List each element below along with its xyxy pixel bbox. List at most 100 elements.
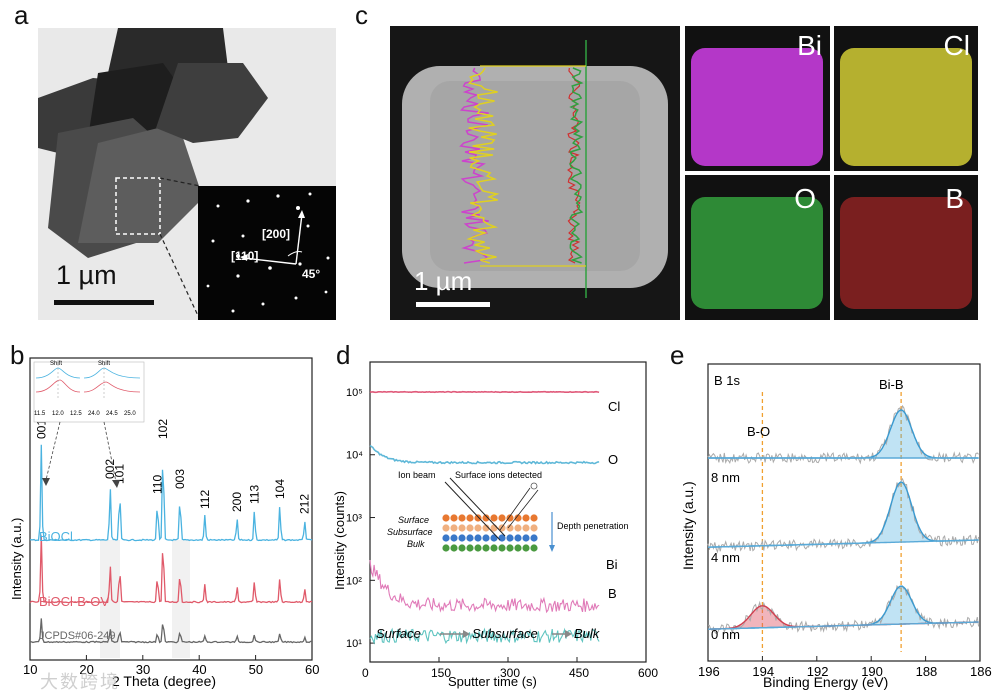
haadf-image: 1 µm <box>390 26 680 320</box>
schematic-atom <box>474 534 482 542</box>
schematic-atom <box>514 534 522 542</box>
watermark: 大数跨境 <box>40 672 120 692</box>
d-xtick-label: 600 <box>638 666 658 680</box>
xrd-ylabel: Intensity (a.u.) <box>9 518 24 600</box>
xrd-peak-label: 113 <box>247 485 261 504</box>
xps-baseline <box>708 539 979 548</box>
caption-surface: Surface <box>376 626 421 641</box>
eds-map-b: B <box>834 175 978 320</box>
schematic-atom <box>522 544 530 552</box>
d-series-line <box>369 444 600 465</box>
schematic-atom <box>474 524 482 532</box>
panel-label-a: a <box>14 0 29 30</box>
xrd-peak-label: 002 <box>103 459 117 479</box>
eds-map-bi-fill <box>691 48 823 166</box>
xps-ylabel: Intensity (a.u.) <box>680 481 696 570</box>
xrd-peak-label: 001 <box>34 419 48 439</box>
schematic-atom <box>514 514 522 522</box>
eds-map-o: O <box>685 175 830 320</box>
eds-map-b-label: B <box>945 183 964 214</box>
schematic-atom <box>474 544 482 552</box>
xps-chart: 196 194 192 190 188 186 B 1s Intensity (a.u.)… <box>680 363 992 690</box>
xrd-peak-label: 102 <box>156 419 170 439</box>
schematic-depth: Depth penetration <box>557 521 629 531</box>
saed-inset: [200] [110] 45° <box>198 186 336 320</box>
xps-bib-fill <box>708 482 979 548</box>
sputter-chart: 0 150 300 450 600 10¹ 10² 10³ 10⁴ 10⁵ Intensity (… <box>332 361 658 689</box>
panel-label-c: c <box>355 0 368 30</box>
inset-tick-2: 12.5 <box>70 411 82 417</box>
schematic-atom <box>530 514 538 522</box>
schematic-atom <box>466 514 474 522</box>
schematic-atom <box>458 534 466 542</box>
eds-map-cl: Cl <box>834 26 978 171</box>
xrd-series-label-biocl: BiOCl <box>39 529 73 544</box>
d-ytick-label: 10² <box>346 575 362 587</box>
schematic-atom <box>506 524 514 532</box>
panel-label-d: d <box>336 340 351 370</box>
saed-label-110: [110] <box>231 249 258 263</box>
xrd-peak-label: 112 <box>198 490 212 509</box>
schematic-atom <box>442 524 450 532</box>
schematic-atom <box>466 544 474 552</box>
d-xtick-label: 450 <box>569 666 589 680</box>
d-series-line <box>369 560 600 614</box>
schematic-atom <box>458 524 466 532</box>
xps-depth-4nm: 4 nm <box>711 550 740 565</box>
schematic-atom <box>466 524 474 532</box>
scale-bar-a <box>54 300 154 305</box>
schematic-atom <box>482 514 490 522</box>
inset-shift-2: Shift <box>98 361 110 367</box>
xrd-peak-label: 003 <box>173 469 187 489</box>
d-series-label-bi: Bi <box>606 557 618 572</box>
xrd-series-line <box>29 535 313 604</box>
xps-depth-0nm: 0 nm <box>711 627 740 642</box>
saed-pattern: [200] [110] 45° <box>206 192 330 313</box>
inset-shift-1: Shift <box>50 361 62 367</box>
tem-image: [200] [110] 45° 1 µm <box>38 28 336 320</box>
caption-subsurface: Subsurface <box>472 626 538 641</box>
d-xtick-label: 300 <box>500 666 520 680</box>
schematic-atom <box>522 514 530 522</box>
panel-label-b: b <box>10 340 25 370</box>
xrd-tick-label: 60 <box>305 662 319 677</box>
schematic-atom <box>482 524 490 532</box>
d-series-label-b: B <box>608 586 617 601</box>
xps-tick-label: 192 <box>807 664 829 679</box>
schematic-atom <box>498 544 506 552</box>
schematic-atom <box>466 534 474 542</box>
schematic-atom <box>506 544 514 552</box>
schematic-atom <box>442 514 450 522</box>
schematic-atom <box>522 534 530 542</box>
schematic-ion-beam: Ion beam <box>398 470 436 480</box>
scale-bar-label-a: 1 µm <box>56 260 117 290</box>
xps-peak-label-bib: Bi-B <box>879 377 904 392</box>
d-series-line <box>369 390 600 394</box>
xrd-tick-label: 20 <box>79 662 93 677</box>
schematic-atom <box>450 544 458 552</box>
schematic-atom <box>514 544 522 552</box>
saed-angle: 45° <box>302 267 320 281</box>
inset-tick-1: 12.0 <box>52 411 64 417</box>
eds-map-cl-label: Cl <box>943 30 970 61</box>
eds-map-cl-fill <box>840 48 972 166</box>
d-ylabel: Intensity (counts) <box>332 491 347 590</box>
eds-map-o-fill <box>691 197 823 309</box>
d-ytick-label: 10⁵ <box>346 387 363 399</box>
schematic-atom <box>482 544 490 552</box>
xrd-peak-label: 212 <box>298 494 312 514</box>
schematic-atom <box>514 524 522 532</box>
scale-bar-c <box>416 302 490 307</box>
xrd-tick-label: 10 <box>23 662 37 677</box>
xrd-xlabel: 2 Theta (degree) <box>112 673 216 689</box>
xrd-series-label-biocl-b-ov: BiOCl-B-OV <box>39 594 109 609</box>
xrd-peak-label: 110 <box>150 475 164 494</box>
schematic-atom <box>490 514 498 522</box>
d-xtick-label: 0 <box>362 666 369 680</box>
d-xtick-label: 150 <box>431 666 451 680</box>
xrd-peak-label: 101 <box>113 464 127 484</box>
schematic-subsurface: Subsurface <box>387 527 433 537</box>
caption-bulk: Bulk <box>574 626 601 641</box>
schematic-detected: Surface ions detected <box>455 470 542 480</box>
